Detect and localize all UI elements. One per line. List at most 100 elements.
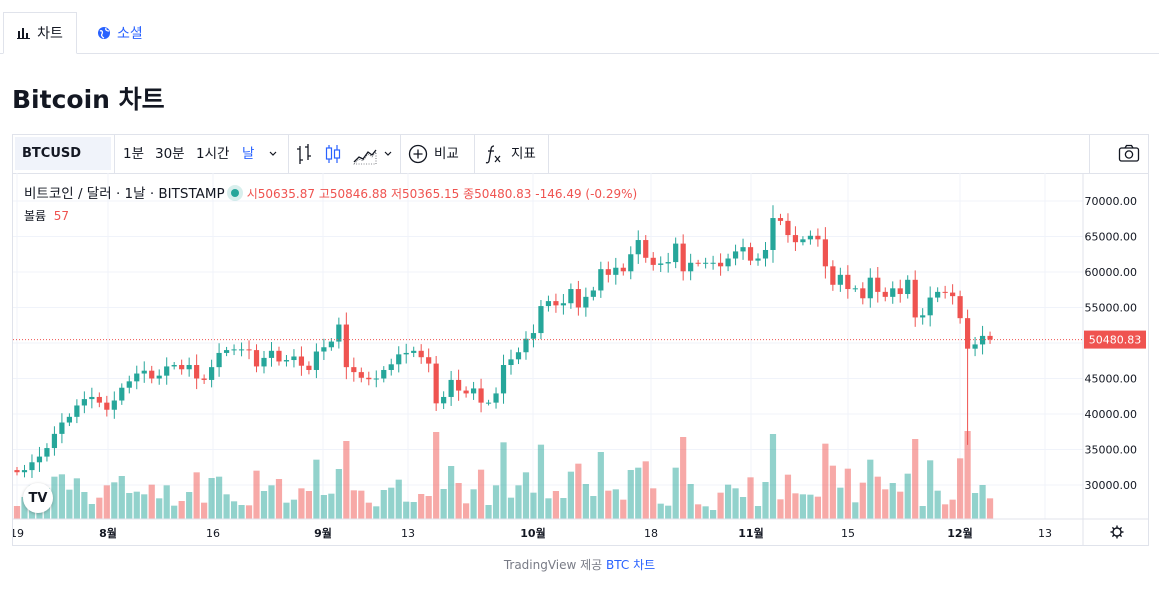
tab-social-label: 소셜 [117,25,143,42]
volume-bar [305,491,313,519]
volume-bar [313,459,320,519]
candle-body [268,350,275,358]
candle-body [882,291,888,297]
symbol-search[interactable]: BTCUSD [15,137,111,170]
volume-bar [530,492,537,519]
candle-body [478,388,484,403]
candle-body [238,349,245,351]
time-tick-label: 13 [1038,527,1052,540]
volume-bar [96,497,103,519]
legend-change: -146.49 (-0.29%) [535,187,638,201]
time-tick-label: 13 [401,527,415,540]
attribution-link[interactable]: BTC 차트 [606,558,656,572]
candle-body [81,399,87,406]
interval-1m[interactable]: 1분 [123,146,145,162]
candle-body [463,390,469,394]
candles-style-button[interactable] [324,135,342,173]
interval-dropdown[interactable] [268,135,278,173]
candle-body [905,279,911,295]
candle-body [358,372,364,378]
volume-bar [425,496,432,519]
candle-body [762,249,769,259]
candle-body [246,349,252,351]
candle-body [298,356,305,366]
compare-button[interactable]: 비교 [408,135,459,173]
volume-bar [186,492,193,519]
bar-chart-icon [17,28,31,39]
candle-body [209,367,215,380]
volume-bar [979,485,986,519]
volume-bar [178,501,185,519]
candle-body [186,365,192,370]
candle-body [141,370,147,374]
volume-bar [141,494,148,519]
volume-bar [507,497,515,519]
area-style-button[interactable] [353,135,377,173]
tab-chart[interactable]: 차트 [3,12,77,54]
candle-body [830,266,836,285]
volume-bar [986,498,994,519]
volume-bar [949,499,956,519]
volume-bar [777,499,784,519]
tab-social[interactable]: 소셜 [97,12,143,53]
time-tick-label: 12월 [947,526,972,540]
bars-style-button[interactable] [295,135,313,173]
interval-1h[interactable]: 1시간 [196,146,230,162]
volume-bar [238,505,245,519]
volume-bar [717,492,724,519]
candle-body [530,333,537,339]
candle-body [411,350,417,353]
time-tick-label: 16 [206,527,220,540]
chart-style-dropdown[interactable] [383,135,393,173]
volume-bar [762,482,769,519]
candle-body [194,365,200,379]
candle-body [500,365,507,394]
volume-bar [852,502,859,519]
interval-day[interactable]: 날 [242,146,255,162]
legend-symbol-name: 비트코인 / 달러 · 1날 · BITSTAMP [24,186,225,202]
settings-button[interactable] [1110,525,1124,539]
volume-bar [627,470,634,519]
candle-body [598,269,604,291]
volume-bar [298,488,305,519]
indicators-button[interactable]: 지표 [485,135,536,173]
candle-body [964,318,971,349]
candle-body [560,303,567,306]
gear-icon-teeth [1110,525,1124,539]
tradingview-logo-icon[interactable]: TV [23,483,53,513]
volume-bar [133,491,140,519]
candle-body [111,400,117,410]
chart-widget: BTCUSD 1분 30분 1시간 날 비교 지표 [12,134,1149,546]
volume-bar [567,471,574,519]
volume-bar [148,484,155,519]
candle-body [306,365,312,370]
candle-body [545,301,552,307]
candle-body [688,262,694,272]
volume-bar [403,501,410,519]
volume-bar [807,494,814,519]
candle-body [523,338,529,353]
volume-bar [268,485,275,519]
candle-body [485,402,492,404]
candle-body [897,288,903,295]
volume-bar [889,483,896,519]
volume-bar [283,502,290,519]
candlestick-chart[interactable]: 70000.0065000.0060000.0055000.0050000.00… [13,173,1148,545]
screenshot-button[interactable] [1118,135,1140,173]
candle-body [59,422,65,434]
candle-body [126,381,132,388]
candle-body [785,220,791,236]
volume-bar [463,503,470,519]
price-tick-label: 55000.00 [1085,302,1138,315]
candle-body [747,247,754,261]
volume-bar [13,506,21,519]
volume-bar [522,472,530,519]
interval-30m[interactable]: 30분 [155,146,185,162]
volume-legend: 볼륨 57 [24,207,69,224]
volume-bar [724,484,732,519]
candle-body [770,218,776,250]
volume-bar [492,485,500,519]
candle-body [403,352,409,355]
candle-body [792,235,799,243]
candle-body [149,370,155,379]
